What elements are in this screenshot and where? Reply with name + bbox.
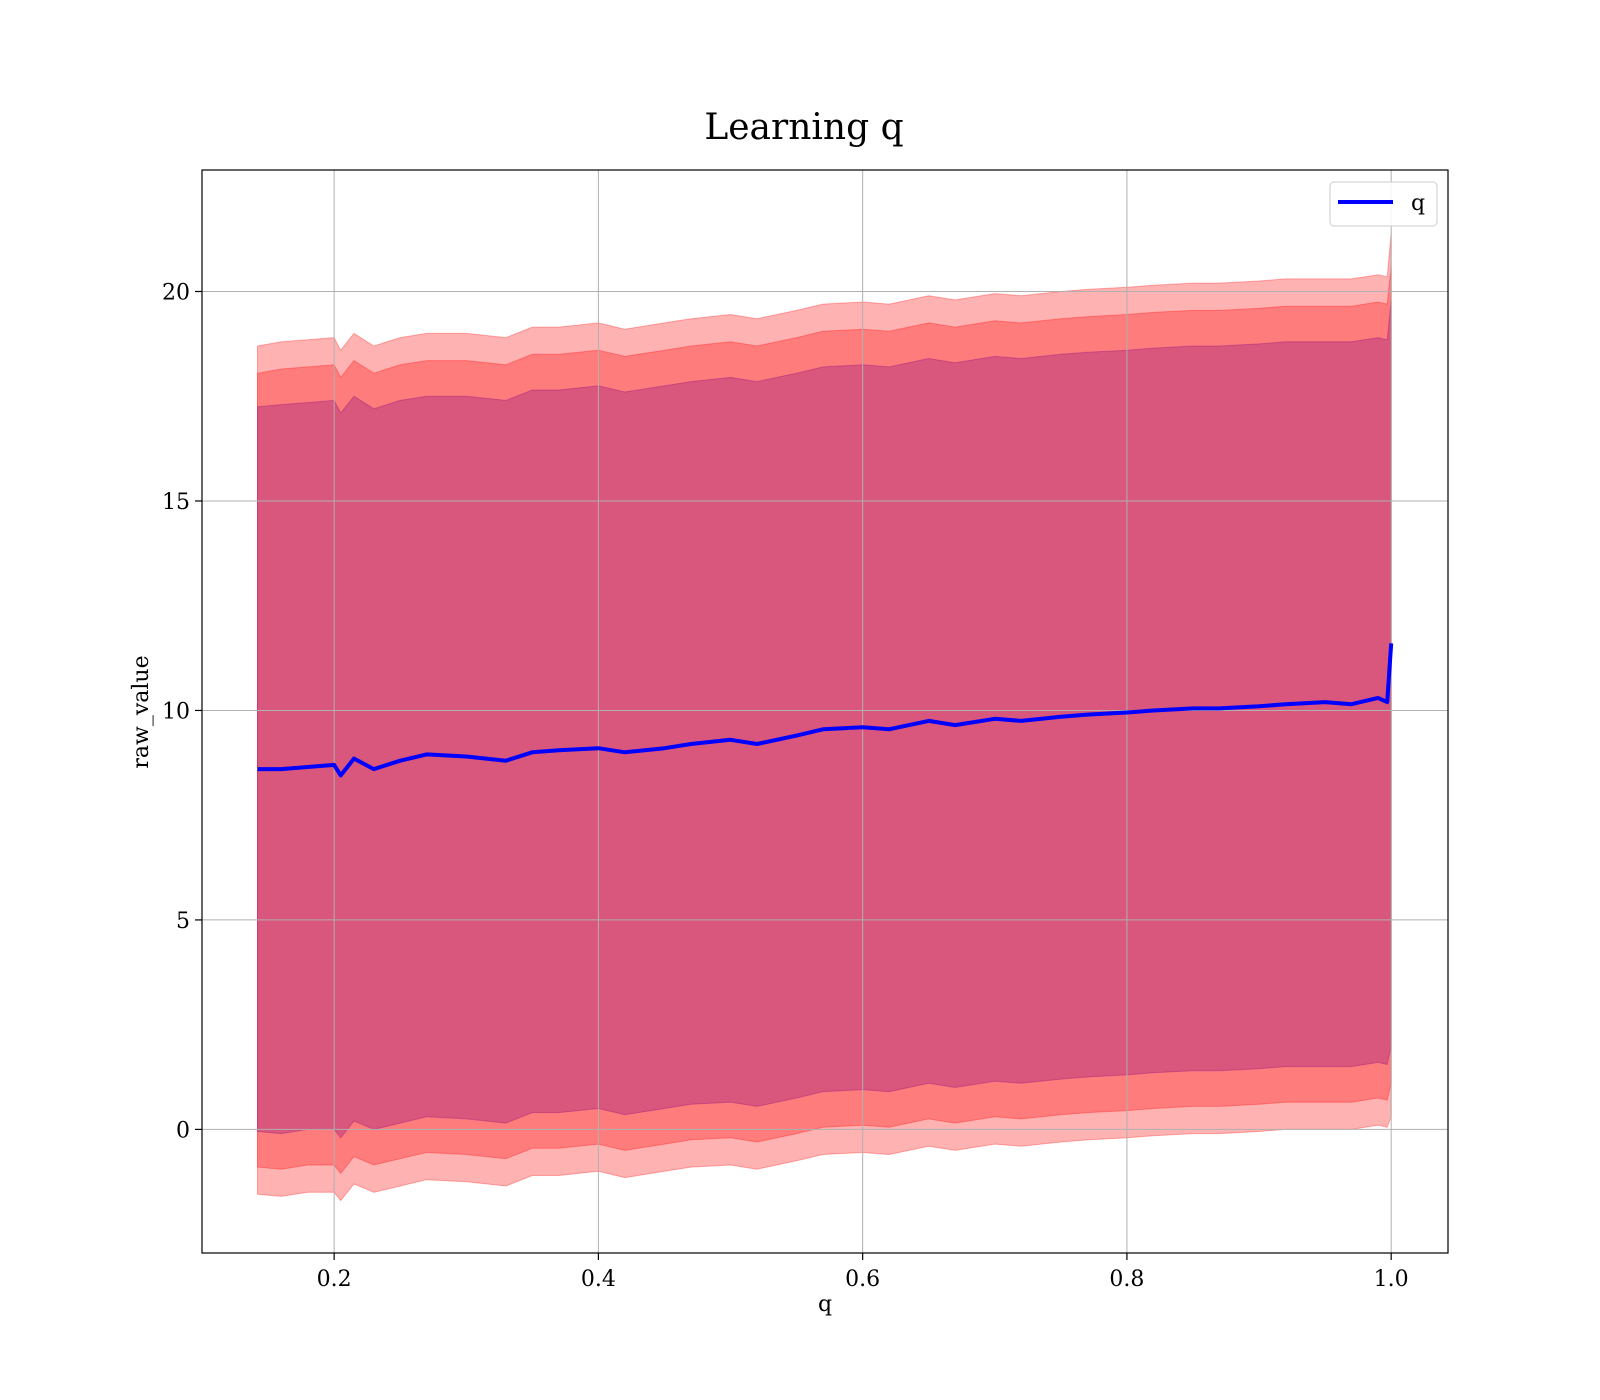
plot-area: 0.2 0.4 0.6 0.8 1.0 0 5 10 15 20 q — [162, 169, 1449, 1292]
band-3 — [257, 299, 1392, 1139]
chart-title: Learning q — [704, 107, 903, 148]
plot-frame — [201, 169, 1449, 1254]
x-tick-label-3: 0.6 — [845, 1267, 880, 1292]
y-tick-label-5: 20 — [162, 280, 190, 305]
legend-label: q — [1411, 191, 1425, 216]
y-tick-label-2: 5 — [176, 909, 190, 934]
series-line-q — [257, 643, 1394, 778]
y-axis-label: raw_value — [129, 655, 154, 768]
y-tick-label-3: 10 — [162, 699, 190, 724]
x-tick-label-2: 0.4 — [581, 1267, 616, 1292]
x-tick-label-1: 0.2 — [317, 1267, 352, 1292]
x-tick-label-5: 1.0 — [1374, 1267, 1409, 1292]
y-tick-label-1: 0 — [176, 1118, 190, 1143]
x-tick-label-4: 0.8 — [1109, 1267, 1144, 1292]
y-tick-label-4: 15 — [162, 490, 190, 515]
x-axis-label: q — [818, 1292, 832, 1317]
